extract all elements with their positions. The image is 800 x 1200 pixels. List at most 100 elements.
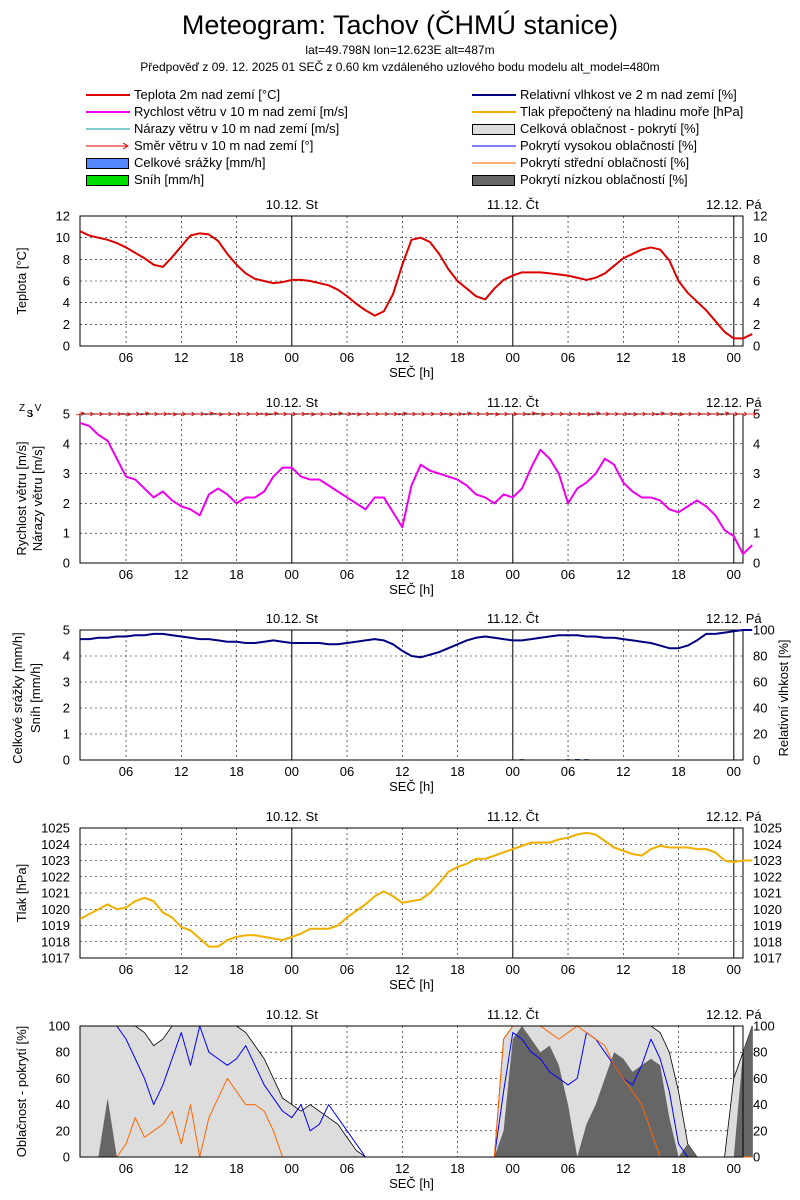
wind-direction-arrowhead (292, 411, 297, 417)
wind-direction-arrowhead (182, 411, 187, 417)
wind-direction-arrowhead (743, 411, 748, 417)
wind-direction-arrowhead (439, 411, 444, 417)
wind-direction-arrowhead (412, 411, 417, 417)
x-tick-label: 18 (229, 764, 243, 779)
wind-direction-arrowhead (559, 411, 564, 417)
compass-label-east: V (35, 403, 42, 414)
wind-direction-arrowhead (356, 411, 361, 417)
wind-direction-arrowhead (467, 411, 472, 416)
x-tick-label: 12 (395, 567, 409, 582)
x-tick-label: 18 (671, 764, 685, 779)
y-tick-label-right: 80 (753, 1045, 767, 1060)
compass-label-west: Z (19, 403, 25, 414)
y-tick-label: 40 (56, 1097, 70, 1112)
x-tick-label: 12 (616, 350, 630, 365)
wind-direction-arrowhead (375, 411, 380, 417)
y-tick-label-right: 20 (753, 1123, 767, 1138)
day-label: 12.12. Pá (706, 809, 762, 824)
legend-item-humidity: Relativní vlhkost ve 2 m nad zemí [%] (472, 87, 737, 102)
x-tick-label: 18 (229, 567, 243, 582)
x-tick-label: 06 (561, 1161, 575, 1176)
legend-item-wind-speed: Rychlost větru v 10 m nad zemí [m/s] (86, 104, 348, 119)
wind-direction-arrowhead (172, 411, 177, 417)
wind-direction-arrowhead (218, 411, 223, 417)
mid-cloud-line (80, 1025, 753, 1158)
plot-frame (79, 413, 744, 564)
x-axis-label: SEČ [h] (389, 1176, 434, 1191)
wind-direction-arrowhead (200, 411, 205, 417)
wind-direction-arrowhead (209, 411, 214, 416)
y-axis-label-secondary: Nárazy větru [m/s] (30, 446, 45, 551)
wind-direction-arrowhead (347, 411, 352, 417)
y-tick-label: 1 (63, 727, 70, 742)
wind-direction-arrowhead (366, 411, 371, 417)
x-tick-label: 12 (395, 1161, 409, 1176)
y-tick-label: 4 (63, 436, 70, 451)
wind-direction-arrowhead (402, 411, 407, 416)
wind-direction-arrowhead (448, 411, 453, 417)
wind-direction-arrowhead (320, 411, 325, 417)
day-label: 11.12. Čt (487, 197, 539, 212)
y-tick-label-right: 60 (753, 675, 767, 690)
x-tick-label: 06 (561, 764, 575, 779)
wind-direction-arrowhead (605, 411, 610, 417)
y-tick-label: 0 (63, 556, 70, 571)
y-axis-label: Rychlost větru [m/s] (14, 441, 29, 555)
x-tick-label: 06 (119, 1161, 133, 1176)
wind-direction-arrow (462, 412, 471, 416)
y-tick-label: 60 (56, 1071, 70, 1086)
x-tick-label: 00 (506, 350, 520, 365)
x-tick-label: 12 (174, 1161, 188, 1176)
legend-item-wind-direction: Směr větru v 10 m nad zemí [°] (86, 138, 466, 154)
wind-direction-arrow (398, 412, 407, 416)
high-cloud-line (80, 1025, 753, 1158)
wind-direction-arrowhead (531, 411, 536, 416)
wind-direction-arrowhead (126, 411, 131, 417)
wind-direction-arrowhead (163, 411, 168, 417)
pressure-line (79, 831, 753, 948)
x-axis-label: SEČ [h] (389, 977, 434, 992)
x-tick-label: 00 (506, 962, 520, 977)
wind-direction-arrowhead (595, 411, 601, 416)
y-tick-label: 80 (56, 1045, 70, 1060)
y-tick-label: 8 (63, 252, 70, 267)
y-tick-label-right: 1018 (753, 934, 782, 949)
wind-direction-arrowhead (144, 411, 150, 416)
wind-speed-line (79, 421, 753, 556)
precipitation-bar (575, 758, 580, 761)
wind-direction-arrow (168, 412, 177, 416)
y-axis-label-right: Relativní vlhkost [%] (776, 639, 791, 756)
y-tick-label: 3 (63, 675, 70, 690)
day-label: 11.12. Čt (487, 1007, 539, 1022)
y-tick-label-right: 2 (753, 496, 760, 511)
y-tick-label-right: 12 (753, 209, 767, 224)
wind-direction-arrowhead (264, 411, 269, 417)
wind-direction-arrow (628, 412, 637, 416)
y-tick-label: 4 (63, 295, 70, 310)
wind-direction-arrowhead (651, 411, 656, 417)
y-tick-label-right: 10 (753, 230, 767, 245)
legend-item-snow: Sníh [mm/h] (86, 172, 466, 188)
y-tick-label-right: 1025 (753, 821, 782, 836)
wind-direction-arrowhead (458, 411, 463, 417)
wind-direction-arrowhead (384, 411, 389, 417)
forecast-info: Předpověď z 09. 12. 2025 01 SEČ z 0.60 k… (140, 60, 660, 74)
x-tick-label: 00 (727, 962, 741, 977)
wind-direction-arrowhead (310, 411, 315, 417)
x-axis-label: SEČ [h] (389, 582, 434, 597)
precipitation-bar (584, 759, 589, 761)
day-label: 11.12. Čt (487, 809, 539, 824)
y-tick-label-right: 6 (753, 274, 760, 289)
y-tick-label: 1021 (41, 886, 70, 901)
x-tick-label: 00 (727, 350, 741, 365)
x-tick-label: 12 (174, 350, 188, 365)
wind-direction-arrow (444, 412, 453, 416)
y-tick-label-right: 1023 (753, 853, 782, 868)
wind-direction-arrowhead (393, 411, 398, 417)
y-tick-label: 2 (63, 496, 70, 511)
plot-frame-top (79, 1025, 744, 1158)
x-tick-label: 12 (395, 962, 409, 977)
x-tick-label: 12 (395, 350, 409, 365)
y-tick-label: 1 (63, 526, 70, 541)
y-tick-label-right: 1019 (753, 918, 782, 933)
